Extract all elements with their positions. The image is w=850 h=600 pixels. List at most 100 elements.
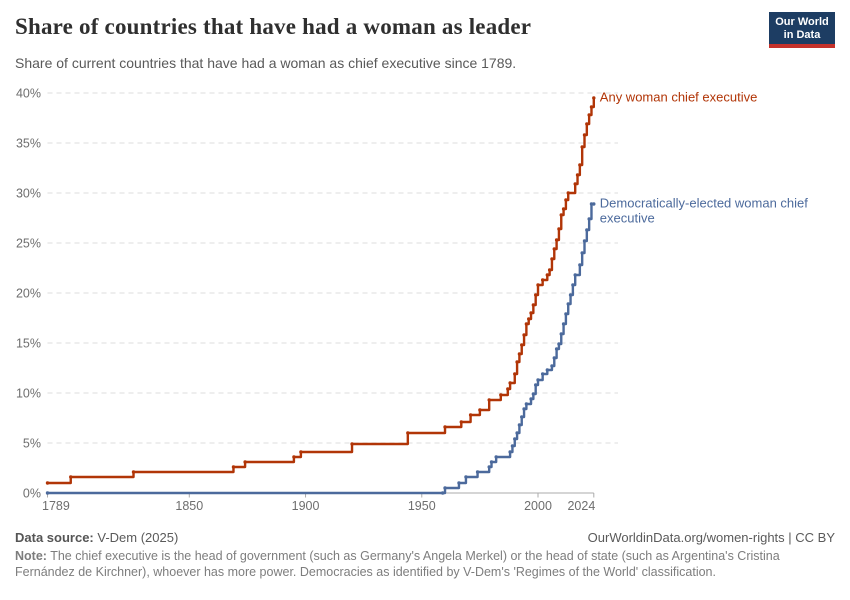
series-line-1[interactable]: [46, 202, 595, 495]
series-point: [571, 283, 575, 287]
footer-source-row: Data source: V-Dem (2025) OurWorldinData…: [15, 530, 835, 545]
series-point: [494, 455, 498, 459]
series-point: [552, 356, 556, 360]
series-point: [561, 322, 566, 326]
series-point: [487, 465, 491, 469]
series-point: [513, 437, 517, 441]
series-point: [524, 402, 529, 406]
owid-logo[interactable]: Our World in Data: [769, 12, 835, 48]
series-point: [443, 425, 447, 429]
y-axis-tick-label: 10%: [16, 387, 41, 401]
series-point: [464, 475, 468, 479]
y-axis-tick-label: 0%: [23, 487, 41, 501]
series-point: [573, 273, 577, 277]
series-point: [527, 317, 531, 321]
series-point: [510, 444, 515, 448]
series-point: [550, 257, 554, 261]
series-point: [585, 122, 589, 126]
y-axis-tick-label: 15%: [16, 337, 41, 351]
series-point: [517, 352, 522, 356]
series-point: [478, 408, 482, 412]
series-point: [499, 393, 503, 397]
series-point: [522, 407, 526, 411]
series-line-0[interactable]: [46, 96, 595, 485]
footer-note-label: Note:: [15, 549, 47, 563]
series-point: [587, 113, 591, 117]
series-point: [292, 455, 296, 459]
series-point: [580, 145, 584, 149]
series-point: [524, 322, 529, 326]
series-point: [540, 278, 545, 282]
data-source-value: V-Dem (2025): [97, 530, 179, 545]
series-point: [468, 413, 473, 417]
series-point: [45, 481, 50, 485]
series-point: [566, 302, 570, 306]
series-point: [589, 105, 594, 109]
series-point: [578, 163, 582, 167]
series-point: [69, 475, 73, 479]
owid-logo-line2: in Data: [783, 28, 821, 41]
series-point: [552, 247, 556, 251]
x-axis-tick-label: 2000: [524, 499, 552, 513]
series-point: [515, 360, 519, 364]
series-point: [406, 431, 410, 435]
series-point: [131, 470, 136, 474]
series-point: [554, 347, 559, 351]
series-point: [585, 228, 589, 232]
series-point: [531, 392, 536, 396]
series-end-label: executive: [600, 211, 655, 226]
series-point: [520, 415, 524, 419]
series-point: [564, 312, 568, 316]
series-point: [580, 251, 584, 255]
series-point: [531, 303, 536, 307]
series-point: [536, 283, 540, 287]
series-point: [529, 311, 533, 315]
chart-subtitle: Share of current countries that have had…: [15, 55, 517, 71]
series-point: [459, 420, 463, 424]
series-point: [243, 460, 247, 464]
series-point: [506, 387, 510, 391]
series-point: [568, 293, 573, 297]
series-point: [554, 238, 559, 242]
series-point: [589, 202, 594, 206]
series-point: [533, 383, 538, 387]
series-point: [540, 372, 545, 376]
series-point: [489, 460, 494, 464]
series-point: [508, 381, 512, 385]
series-point: [231, 465, 236, 469]
x-axis-tick-label: 1900: [292, 499, 320, 513]
series-point: [557, 227, 561, 231]
data-source: Data source: V-Dem (2025): [15, 530, 178, 545]
series-point: [582, 133, 587, 137]
data-source-label: Data source:: [15, 530, 94, 545]
series-point: [515, 431, 519, 435]
series-point: [520, 343, 524, 347]
series-point: [573, 182, 577, 186]
x-axis-tick-label: 1789: [42, 499, 70, 513]
series-point: [575, 173, 580, 177]
series-point: [559, 213, 563, 217]
series-point: [536, 378, 540, 382]
series-point: [457, 481, 461, 485]
attribution-link[interactable]: OurWorldinData.org/women-rights | CC BY: [587, 530, 835, 545]
y-axis-tick-label: 25%: [16, 237, 41, 251]
footer-note-text: The chief executive is the head of gover…: [15, 549, 780, 579]
series-point: [550, 364, 554, 368]
series-end-label: Democratically-elected woman chief: [600, 196, 808, 211]
series-point: [578, 263, 582, 267]
series-point: [487, 398, 491, 402]
series-point: [45, 491, 50, 495]
series-point: [508, 450, 512, 454]
series-point: [592, 202, 596, 206]
series-point: [545, 368, 550, 372]
y-axis-tick-label: 5%: [23, 437, 41, 451]
series-point: [561, 207, 566, 211]
series-point: [533, 293, 538, 297]
y-axis-tick-label: 30%: [16, 187, 41, 201]
series-point: [522, 333, 526, 337]
series-point: [440, 491, 445, 495]
y-axis-tick-label: 20%: [16, 287, 41, 301]
page-title: Share of countries that have had a woman…: [15, 14, 532, 39]
series-point: [557, 342, 561, 346]
